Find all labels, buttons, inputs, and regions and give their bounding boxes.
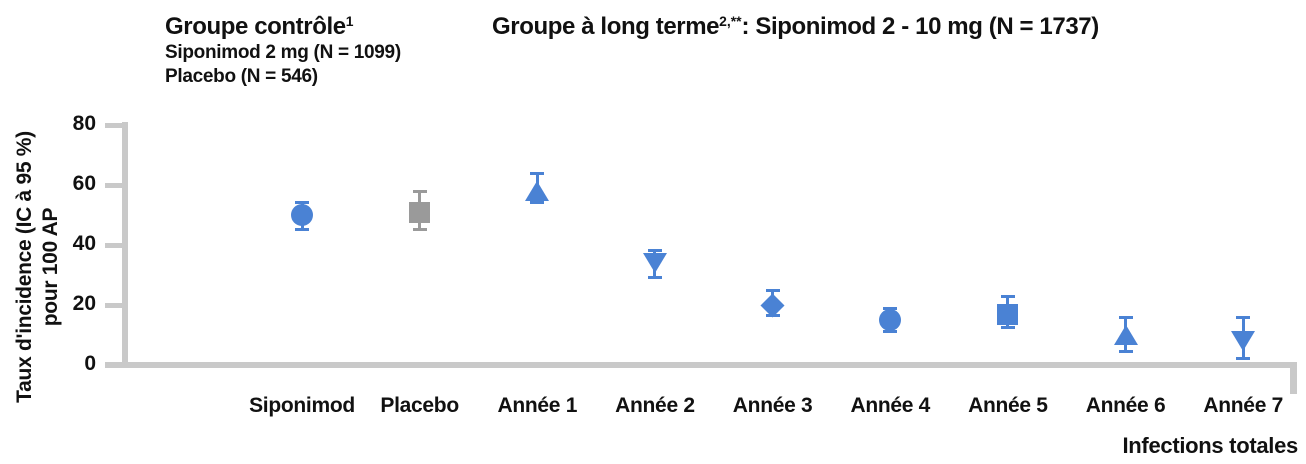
control-group-siponimod-line: Siponimod 2 mg (N = 1099) xyxy=(165,42,401,63)
error-bar-cap-bottom xyxy=(883,330,898,333)
y-tick-mark xyxy=(105,362,123,368)
data-point-marker-triangle-down xyxy=(1231,331,1256,351)
long-term-group-title-superscript: 2,** xyxy=(719,13,742,30)
error-bar-cap-bottom xyxy=(1000,325,1015,329)
error-bar-cap-top xyxy=(765,289,780,292)
x-tick-label: Année 2 xyxy=(615,394,695,417)
x-tick-label: Année 7 xyxy=(1203,394,1283,417)
data-point-marker-triangle-up xyxy=(1113,325,1138,345)
y-axis-label-line1: Taux d'incidence (IC à 95 %) xyxy=(13,131,36,403)
error-bar-cap-bottom xyxy=(1236,357,1251,360)
control-group-header: Groupe contrôle1 Siponimod 2 mg (N = 109… xyxy=(165,13,401,89)
x-axis-line xyxy=(105,362,1297,368)
error-bar-cap-top xyxy=(647,248,662,252)
error-bar-cap-bottom xyxy=(295,228,309,231)
data-point-marker-triangle-up xyxy=(525,181,550,201)
y-tick-mark xyxy=(105,122,123,128)
y-tick-label: 80 xyxy=(72,112,96,135)
error-bar-cap-bottom xyxy=(412,228,427,231)
error-bar-cap-bottom xyxy=(1118,349,1133,353)
x-tick-label: Siponimod xyxy=(249,394,355,417)
error-bar-cap-top xyxy=(295,200,309,204)
y-tick-mark xyxy=(105,242,123,248)
control-group-title: Groupe contrôle1 xyxy=(165,13,401,41)
error-bar-cap-top xyxy=(412,190,427,193)
x-axis-right-end-tick xyxy=(1290,362,1297,394)
data-point-marker-circle xyxy=(879,309,902,331)
data-point-marker-diamond xyxy=(760,292,785,318)
control-group-title-text: Groupe contrôle xyxy=(165,13,346,40)
data-point-marker-square xyxy=(997,303,1019,325)
y-tick-label: 40 xyxy=(72,232,96,255)
x-axis-caption: Infections totales xyxy=(1122,433,1298,458)
control-group-title-superscript: 1 xyxy=(345,13,354,30)
long-term-group-title: Groupe à long terme2,**: Siponimod 2 - 1… xyxy=(492,13,1099,41)
y-tick-label: 0 xyxy=(84,352,96,375)
y-axis-line xyxy=(122,122,128,368)
y-tick-mark xyxy=(105,302,123,308)
y-tick-label: 60 xyxy=(72,172,96,195)
x-tick-label: Année 1 xyxy=(497,394,578,417)
control-group-placebo-line: Placebo (N = 546) xyxy=(165,66,318,87)
long-term-group-title-text: Groupe à long terme xyxy=(492,13,720,40)
long-term-group-title-rest: : Siponimod 2 - 10 mg (N = 1737) xyxy=(741,13,1100,40)
data-point-marker-triangle-down xyxy=(642,253,667,273)
y-tick-label: 20 xyxy=(72,292,96,315)
x-tick-label: Année 3 xyxy=(732,394,813,417)
error-bar-cap-top xyxy=(530,172,545,175)
x-tick-label: Année 5 xyxy=(968,394,1048,417)
data-point-marker-circle xyxy=(291,204,313,226)
y-tick-mark xyxy=(105,182,123,188)
x-tick-label: Placebo xyxy=(380,394,459,417)
error-bar-cap-top xyxy=(1000,295,1015,298)
error-bar-cap-bottom xyxy=(647,276,662,279)
error-bar-cap-top xyxy=(883,307,898,310)
x-tick-label: Année 4 xyxy=(850,394,931,417)
error-bar-cap-bottom xyxy=(530,201,545,204)
error-bar-cap-top xyxy=(1236,316,1251,319)
data-point-marker-square xyxy=(409,201,431,223)
x-tick-label: Année 6 xyxy=(1085,394,1166,417)
error-bar-cap-top xyxy=(1118,316,1133,319)
